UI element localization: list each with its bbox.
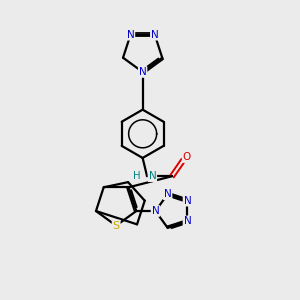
Text: N: N [152,206,159,216]
Text: H: H [133,171,141,181]
Text: N: N [127,30,134,40]
Text: S: S [112,221,120,231]
Text: N: N [139,67,146,77]
Text: O: O [183,152,191,162]
Text: N: N [148,171,156,181]
Text: N: N [184,196,191,206]
Text: N: N [164,189,172,199]
Text: N: N [184,216,191,226]
Text: N: N [151,30,159,40]
